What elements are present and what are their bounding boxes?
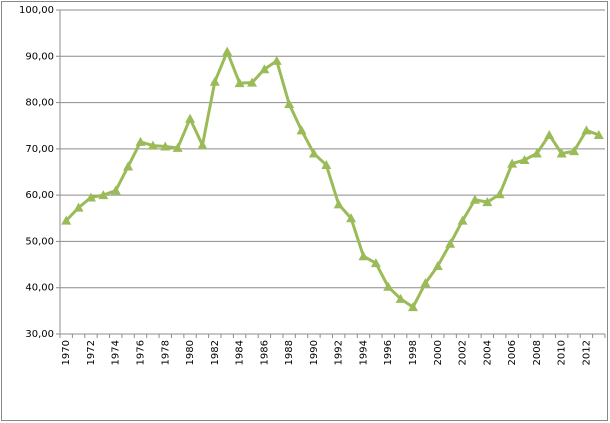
marker [432,260,443,270]
x-tick-label: 1974 [111,340,122,365]
marker [519,154,530,164]
marker [494,189,505,199]
marker [246,77,257,87]
marker [469,194,480,204]
x-tick-label: 1994 [358,340,369,365]
marker [581,125,592,135]
marker [420,278,431,288]
marker [507,158,518,168]
x-tick-label: 1980 [185,340,196,365]
y-tick-label: 50,00 [25,236,54,247]
marker [383,281,394,291]
y-tick-label: 40,00 [25,283,54,294]
marker [172,142,183,152]
x-tick-label: 2000 [433,340,444,365]
x-tick-label: 1978 [160,340,171,365]
marker [73,202,84,212]
marker [321,160,332,170]
marker [531,148,542,158]
x-tick-label: 2012 [581,340,592,365]
marker [544,129,555,139]
marker [110,185,121,195]
x-tick-label: 2010 [557,340,568,365]
x-tick-label: 1998 [408,340,419,365]
marker [135,136,146,146]
marker [147,140,158,150]
y-tick-label: 100,00 [19,5,54,16]
marker [271,55,282,65]
marker [259,64,270,74]
marker [209,76,220,86]
marker [408,302,419,312]
marker [308,148,319,158]
x-tick-label: 1988 [284,340,295,365]
x-tick-label: 1996 [383,340,394,365]
marker [185,113,196,123]
x-tick-label: 1990 [309,340,320,365]
x-tick-label: 2008 [532,340,543,365]
marker [333,199,344,209]
x-tick-label: 1972 [86,340,97,365]
marker [284,98,295,108]
marker [569,146,580,156]
x-tick-label: 1982 [210,340,221,365]
x-tick-label: 2002 [458,340,469,365]
y-tick-label: 70,00 [25,144,54,155]
x-tick-label: 2004 [482,340,493,365]
y-tick-label: 80,00 [25,98,54,109]
marker [445,238,456,248]
marker [160,141,171,151]
x-tick-label: 1970 [61,340,72,365]
marker [370,258,381,268]
marker [98,190,109,200]
marker [222,46,233,56]
marker [593,129,604,139]
y-tick-label: 60,00 [25,190,54,201]
marker [85,192,96,202]
x-tick-label: 2006 [507,340,518,365]
marker [556,148,567,158]
marker [346,213,357,223]
marker [197,140,208,150]
marker [123,161,134,171]
marker [358,251,369,261]
x-tick-label: 1976 [136,340,147,365]
marker [61,215,72,225]
y-tick-label: 30,00 [25,329,54,340]
x-tick-label: 1986 [259,340,270,365]
marker [482,197,493,207]
marker [296,125,307,135]
x-tick-label: 1984 [235,340,246,365]
marker [457,215,468,225]
marker [234,78,245,88]
y-tick-label: 90,00 [25,51,54,62]
marker [395,293,406,303]
x-tick-label: 1992 [334,340,345,365]
